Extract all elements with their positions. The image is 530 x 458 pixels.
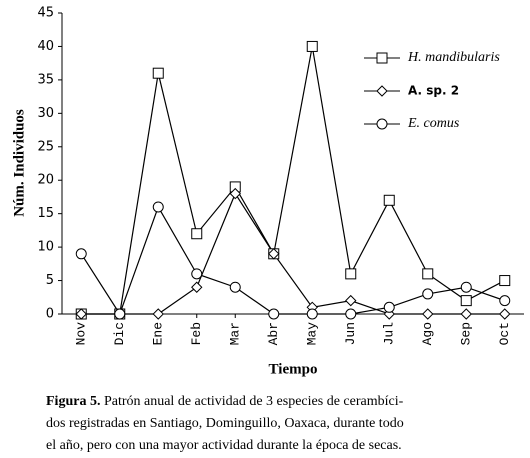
caption-line: Patrón anual de actividad de 3 especies …: [104, 394, 404, 409]
x-tick-label: Oct: [497, 322, 512, 345]
y-tick-label: 25: [37, 139, 54, 154]
marker-square: [422, 268, 434, 280]
marker-circle: [229, 281, 241, 293]
x-tick-label: Jun: [343, 322, 358, 345]
y-tick-label: 45: [37, 6, 54, 21]
y-axis-label: Núm. Individuos: [11, 109, 27, 217]
marker-circle: [376, 118, 388, 130]
y-tick-label: 30: [37, 106, 54, 121]
marker-square: [376, 52, 388, 64]
marker-diamond: [152, 308, 164, 320]
marker-diamond: [460, 308, 472, 320]
caption: Figura 5. Patrón anual de actividad de 3…: [46, 394, 404, 409]
y-tick-label: 35: [37, 72, 54, 87]
y-tick-label: 0: [46, 307, 54, 322]
legend-label: E. comus: [407, 116, 460, 131]
y-tick-label: 15: [37, 206, 54, 221]
series-line: [80, 205, 505, 316]
marker-square: [306, 40, 318, 52]
x-tick-label: Nov: [74, 322, 89, 346]
marker-circle: [499, 295, 511, 307]
x-tick-label: Abr: [266, 322, 281, 345]
marker-square: [191, 228, 203, 240]
x-axis-label: Tiempo: [269, 361, 318, 377]
y-tick-label: 10: [37, 240, 54, 255]
marker-circle: [114, 308, 126, 320]
marker-circle: [191, 268, 203, 280]
marker-square: [152, 67, 164, 79]
y-tick-label: 20: [37, 173, 54, 188]
series-line: [81, 46, 506, 315]
marker-circle: [75, 248, 87, 260]
marker-diamond: [229, 187, 241, 200]
marker-square: [383, 194, 395, 206]
x-tick-label: Feb: [189, 322, 204, 345]
marker-diamond: [499, 308, 511, 320]
marker-diamond: [422, 308, 434, 320]
series-line: [81, 192, 505, 315]
marker-diamond: [191, 281, 203, 293]
x-tick-label: Sep: [459, 322, 474, 345]
legend-label: H. mandibularis: [407, 50, 500, 65]
marker-square: [345, 268, 357, 280]
x-tick-label: Ago: [420, 322, 435, 345]
x-tick-label: Mar: [228, 322, 243, 345]
y-tick-label: 40: [37, 39, 54, 54]
marker-diamond: [75, 308, 87, 320]
marker-circle: [460, 281, 472, 293]
x-tick-label: Ene: [151, 322, 166, 345]
marker-diamond: [268, 248, 280, 260]
marker-circle: [306, 308, 318, 320]
marker-circle: [422, 288, 434, 300]
marker-square: [460, 295, 472, 307]
caption-line: el año, pero con una mayor actividad dur…: [46, 438, 402, 453]
marker-circle: [345, 308, 357, 320]
marker-circle: [152, 201, 164, 213]
legend-label: A. sp. 2: [408, 84, 459, 98]
x-tick-label: May: [305, 322, 320, 346]
y-tick-label: 5: [46, 273, 54, 288]
caption-label: Figura 5.: [46, 394, 100, 409]
caption-line: dos registradas en Santiago, Dominguillo…: [46, 416, 404, 431]
marker-diamond: [376, 85, 388, 97]
x-tick-label: Dic: [112, 322, 127, 345]
marker-square: [499, 275, 511, 287]
x-tick-label: Jul: [382, 322, 397, 346]
marker-circle: [383, 301, 395, 313]
marker-circle: [268, 308, 280, 320]
marker-diamond: [345, 294, 357, 307]
